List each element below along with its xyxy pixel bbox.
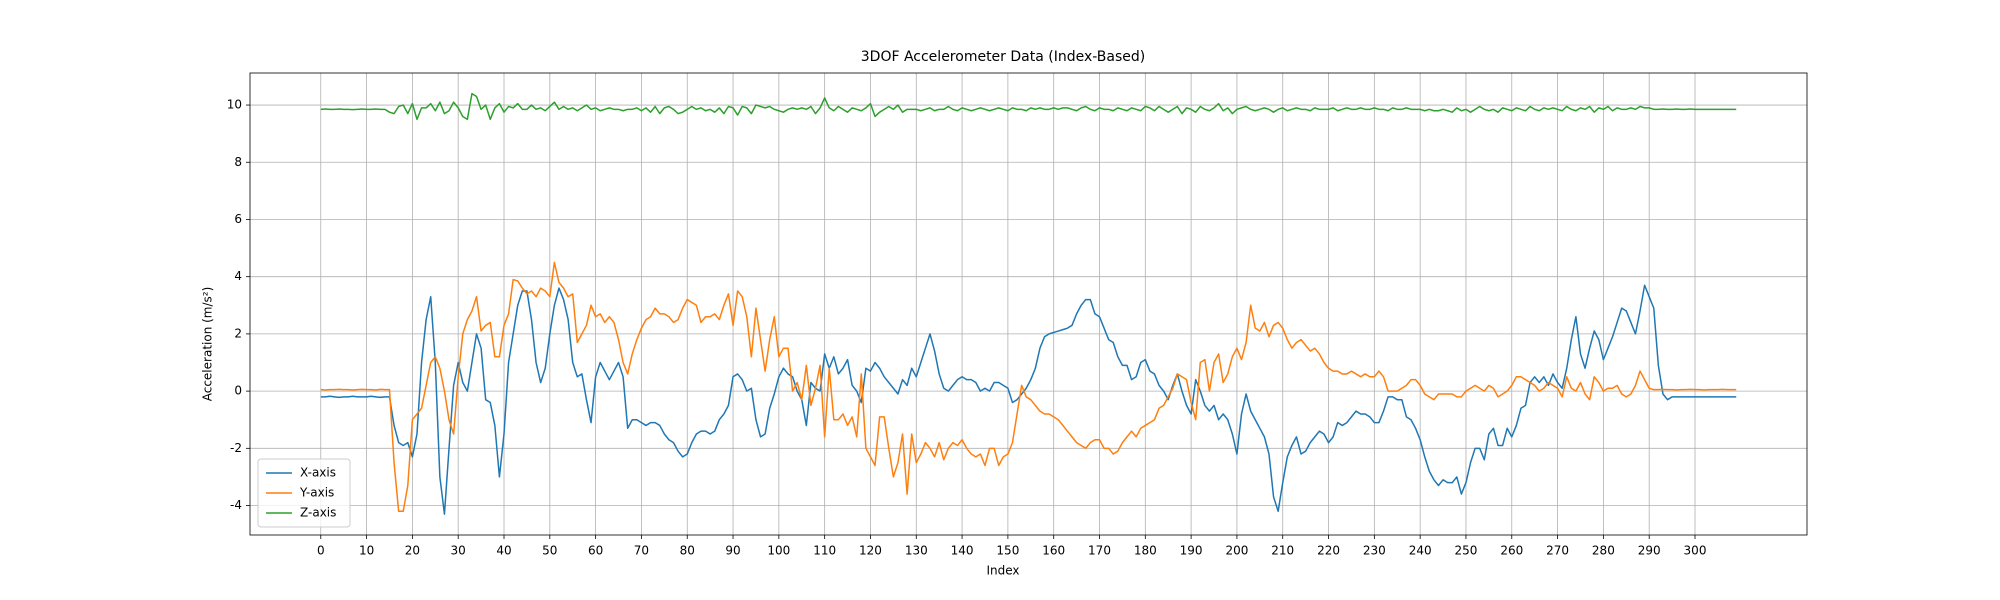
x-tick-label: 250: [1455, 544, 1478, 558]
x-tick-label: 220: [1317, 544, 1340, 558]
x-tick-label: 10: [359, 544, 374, 558]
x-tick-label: 240: [1409, 544, 1432, 558]
x-tick-label: 140: [951, 544, 974, 558]
chart-title: 3DOF Accelerometer Data (Index-Based): [861, 49, 1146, 65]
x-tick-label: 90: [725, 544, 740, 558]
x-tick-label: 110: [813, 544, 836, 558]
x-tick-label: 130: [905, 544, 928, 558]
data-line: [320, 284, 1737, 515]
x-tick-label: 200: [1225, 544, 1248, 558]
y-tick-label: -2: [230, 441, 242, 455]
x-tick-label: 120: [859, 544, 882, 558]
x-tick-label: 300: [1684, 544, 1707, 558]
x-tick-label: 80: [680, 544, 695, 558]
x-tick-label: 280: [1592, 544, 1615, 558]
x-axis-label: Index: [986, 564, 1019, 578]
y-tick-label: 2: [234, 326, 242, 340]
y-tick-label: 10: [227, 98, 242, 112]
legend-label: Y-axis: [299, 486, 334, 500]
legend-label: X-axis: [300, 466, 336, 480]
x-tick-label: 50: [542, 544, 557, 558]
x-tick-label: 170: [1088, 544, 1111, 558]
x-tick-label: 100: [767, 544, 790, 558]
y-tick-label: 8: [234, 155, 242, 169]
x-tick-label: 210: [1271, 544, 1294, 558]
data-line: [320, 92, 1737, 121]
y-tick-label: 6: [234, 212, 242, 226]
x-tick-label: 70: [634, 544, 649, 558]
y-axis-label: Acceleration (m/s²): [201, 287, 215, 402]
x-tick-label: 230: [1363, 544, 1386, 558]
x-tick-label: 160: [1042, 544, 1065, 558]
x-tick-label: 0: [317, 544, 325, 558]
x-tick-label: 40: [496, 544, 511, 558]
x-tick-label: 20: [405, 544, 420, 558]
plot-frame: [249, 72, 1808, 536]
y-tick-label: 0: [234, 384, 242, 398]
x-tick-label: 180: [1134, 544, 1157, 558]
x-tick-label: 30: [451, 544, 466, 558]
y-tick-label: -4: [230, 498, 242, 512]
x-tick-label: 290: [1638, 544, 1661, 558]
legend-box: [257, 458, 351, 528]
x-tick-label: 150: [996, 544, 1019, 558]
data-line: [320, 261, 1737, 513]
x-tick-label: 260: [1500, 544, 1523, 558]
legend-label: Z-axis: [300, 506, 336, 520]
y-tick-label: 4: [234, 269, 242, 283]
x-tick-label: 270: [1546, 544, 1569, 558]
x-tick-label: 60: [588, 544, 603, 558]
x-tick-label: 190: [1180, 544, 1203, 558]
